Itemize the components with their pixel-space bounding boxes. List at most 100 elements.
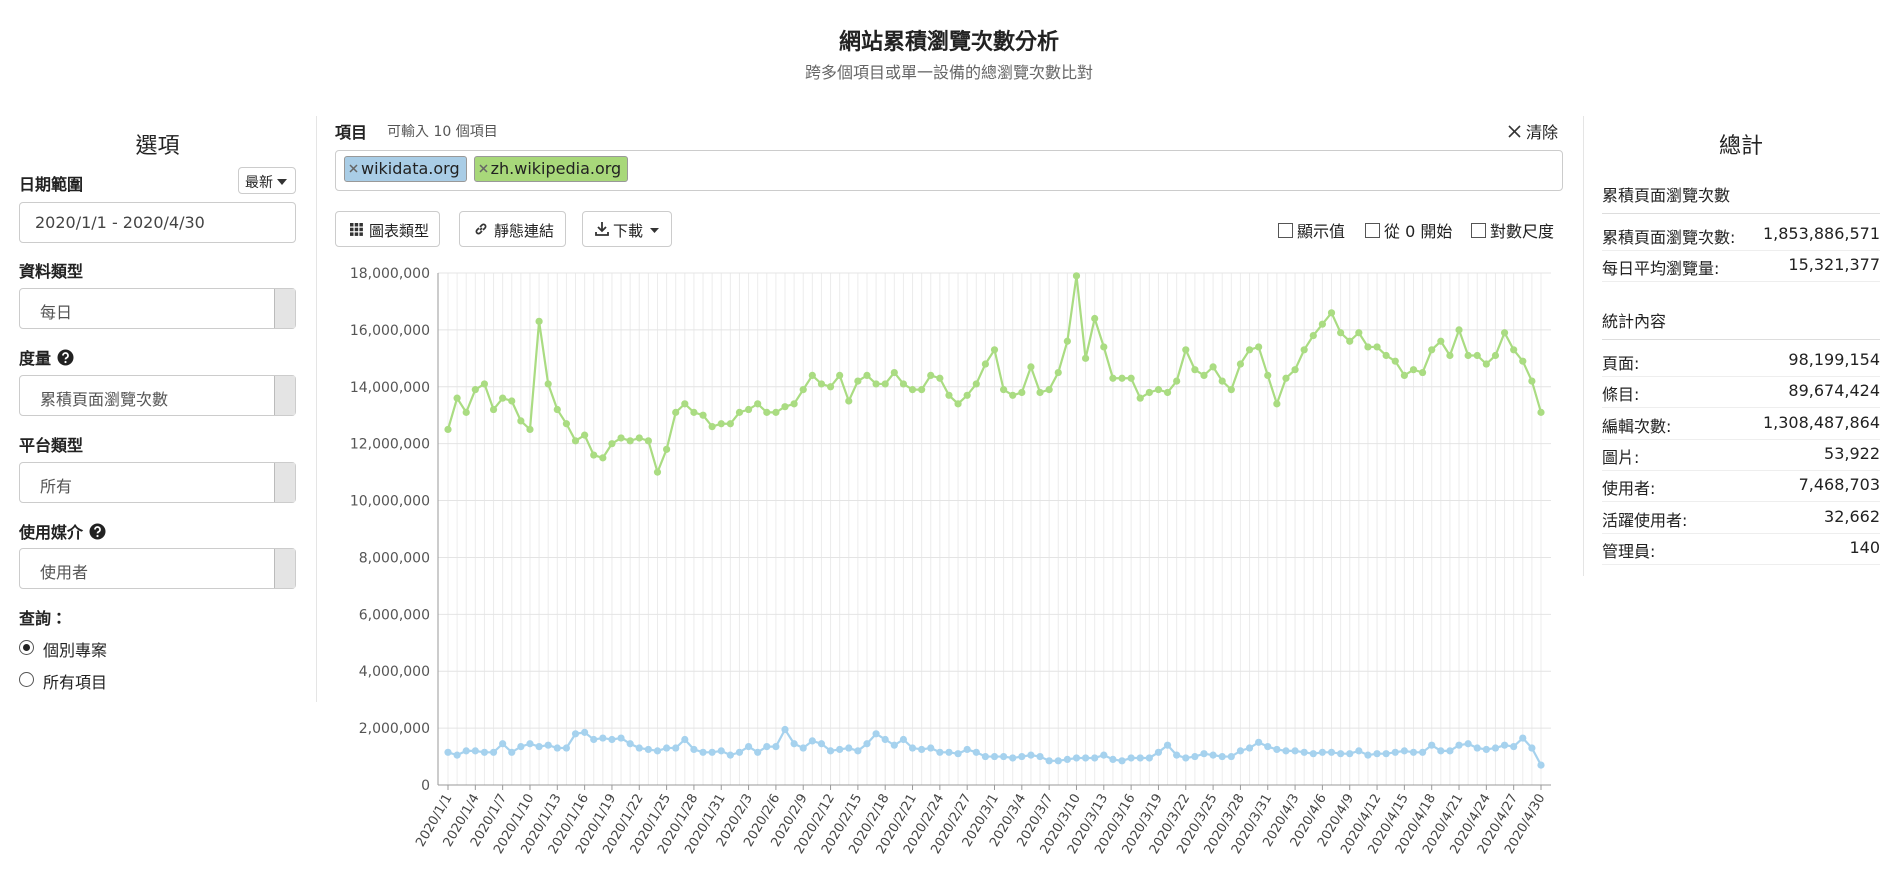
data-point xyxy=(599,734,607,742)
y-tick-label: 10,000,000 xyxy=(350,494,430,510)
data-point xyxy=(690,745,698,754)
data-point xyxy=(663,744,671,752)
data-point xyxy=(1309,750,1317,758)
separator xyxy=(1602,563,1880,565)
y-tick-label: 16,000,000 xyxy=(350,323,430,339)
date-range-input[interactable]: 2020/1/1 - 2020/4/30 xyxy=(19,202,296,243)
data-point xyxy=(1510,743,1518,751)
data-point xyxy=(1464,740,1472,748)
agent-label-text: 使用媒介 xyxy=(19,523,84,542)
totals-row: 條目: 89,674,424 xyxy=(1602,381,1880,405)
metric-select[interactable]: 累積頁面瀏覽次數 xyxy=(19,375,296,416)
checkbox-label: 顯示值 xyxy=(1297,222,1346,241)
data-point xyxy=(945,748,953,756)
download-button[interactable]: 下載 xyxy=(582,211,672,247)
legend-label: wikidata.org xyxy=(361,159,460,178)
data-point xyxy=(1009,754,1017,762)
data-point xyxy=(1245,744,1254,752)
tag-remove xyxy=(349,164,358,173)
data-point xyxy=(1346,750,1354,758)
metric-value: 累積頁面瀏覽次數 xyxy=(40,390,169,409)
data-point xyxy=(790,740,798,748)
data-point xyxy=(690,408,698,416)
permalink-button[interactable]: 靜態連結 xyxy=(459,211,566,247)
data-point xyxy=(717,420,725,428)
data-point xyxy=(1537,761,1545,769)
data-point xyxy=(927,744,935,752)
data-point xyxy=(1500,741,1509,749)
platform-select[interactable]: 所有 xyxy=(19,462,296,503)
data-point xyxy=(653,468,662,476)
chart-type-button[interactable]: 圖表類型 xyxy=(335,211,440,247)
data-point xyxy=(1182,754,1190,762)
data-point xyxy=(863,371,871,379)
checkbox[interactable]: 顯示值 xyxy=(1278,218,1345,242)
radio-checked[interactable] xyxy=(19,640,34,655)
data-point xyxy=(963,745,971,754)
checkbox-label: 對數尺度 xyxy=(1490,222,1555,241)
data-point xyxy=(872,380,880,388)
latest-button[interactable]: 最新 xyxy=(238,167,296,194)
data-type-select[interactable]: 每日 xyxy=(19,288,296,329)
data-point xyxy=(1282,374,1290,382)
data-point xyxy=(799,744,807,752)
data-point xyxy=(1528,744,1536,752)
data-point xyxy=(836,745,844,754)
agent-value: 使用者 xyxy=(40,563,89,582)
data-point xyxy=(1209,751,1217,759)
legend-label: zh.wikipedia.org xyxy=(490,159,622,178)
data-point xyxy=(981,752,989,761)
help-icon[interactable] xyxy=(57,349,74,366)
tag-remove xyxy=(479,164,488,173)
data-point xyxy=(1236,360,1245,368)
data-point xyxy=(1364,343,1372,351)
data-point xyxy=(763,408,771,416)
data-point xyxy=(553,405,561,414)
data-point xyxy=(1109,755,1117,763)
data-point xyxy=(1027,751,1035,759)
legend-tag[interactable]: zh.wikipedia.org xyxy=(473,156,629,182)
data-point xyxy=(1100,751,1108,759)
data-point xyxy=(1519,734,1527,742)
data-point xyxy=(1327,748,1336,756)
legend-tag[interactable]: wikidata.org xyxy=(344,156,467,182)
data-point xyxy=(581,431,589,439)
checkbox[interactable]: 對數尺度 xyxy=(1471,218,1554,242)
radio[interactable] xyxy=(19,672,34,687)
data-point xyxy=(1081,754,1090,762)
data-point xyxy=(1118,757,1126,765)
latest-text: 最新 xyxy=(245,175,273,191)
row-label: 圖片: xyxy=(1602,447,1640,467)
totals-row: 管理員: 140 xyxy=(1602,538,1880,562)
data-point xyxy=(1136,394,1144,402)
totals-section-title: 統計內容 xyxy=(1602,312,1667,331)
data-point xyxy=(644,437,652,445)
select-arrow xyxy=(274,549,295,588)
data-point xyxy=(1036,752,1044,761)
clear-icon xyxy=(1508,125,1521,138)
data-point xyxy=(1209,363,1217,371)
separator xyxy=(1602,376,1880,377)
data-point xyxy=(1145,388,1153,397)
data-point xyxy=(781,403,789,411)
data-point xyxy=(1255,738,1263,746)
agent-select[interactable]: 使用者 xyxy=(19,548,296,589)
data-point xyxy=(617,734,625,742)
help-icon[interactable] xyxy=(89,523,106,540)
data-point xyxy=(1227,386,1235,394)
data-point xyxy=(763,743,771,751)
data-point xyxy=(899,735,908,744)
data-point xyxy=(1519,357,1527,365)
data-point xyxy=(1109,374,1117,382)
data-point xyxy=(1346,337,1354,345)
clear-button[interactable]: 清除 xyxy=(1508,119,1558,143)
y-tick-label: 2,000,000 xyxy=(359,721,430,737)
totals-row: 編輯次數: 1,308,487,864 xyxy=(1602,413,1880,437)
checkbox[interactable]: 從 0 開始 xyxy=(1365,218,1452,242)
data-point xyxy=(808,371,816,379)
data-point xyxy=(672,408,680,416)
data-point xyxy=(1264,371,1272,379)
y-tick-label: 6,000,000 xyxy=(359,607,430,623)
data-point xyxy=(744,743,753,751)
data-point xyxy=(1373,343,1381,351)
